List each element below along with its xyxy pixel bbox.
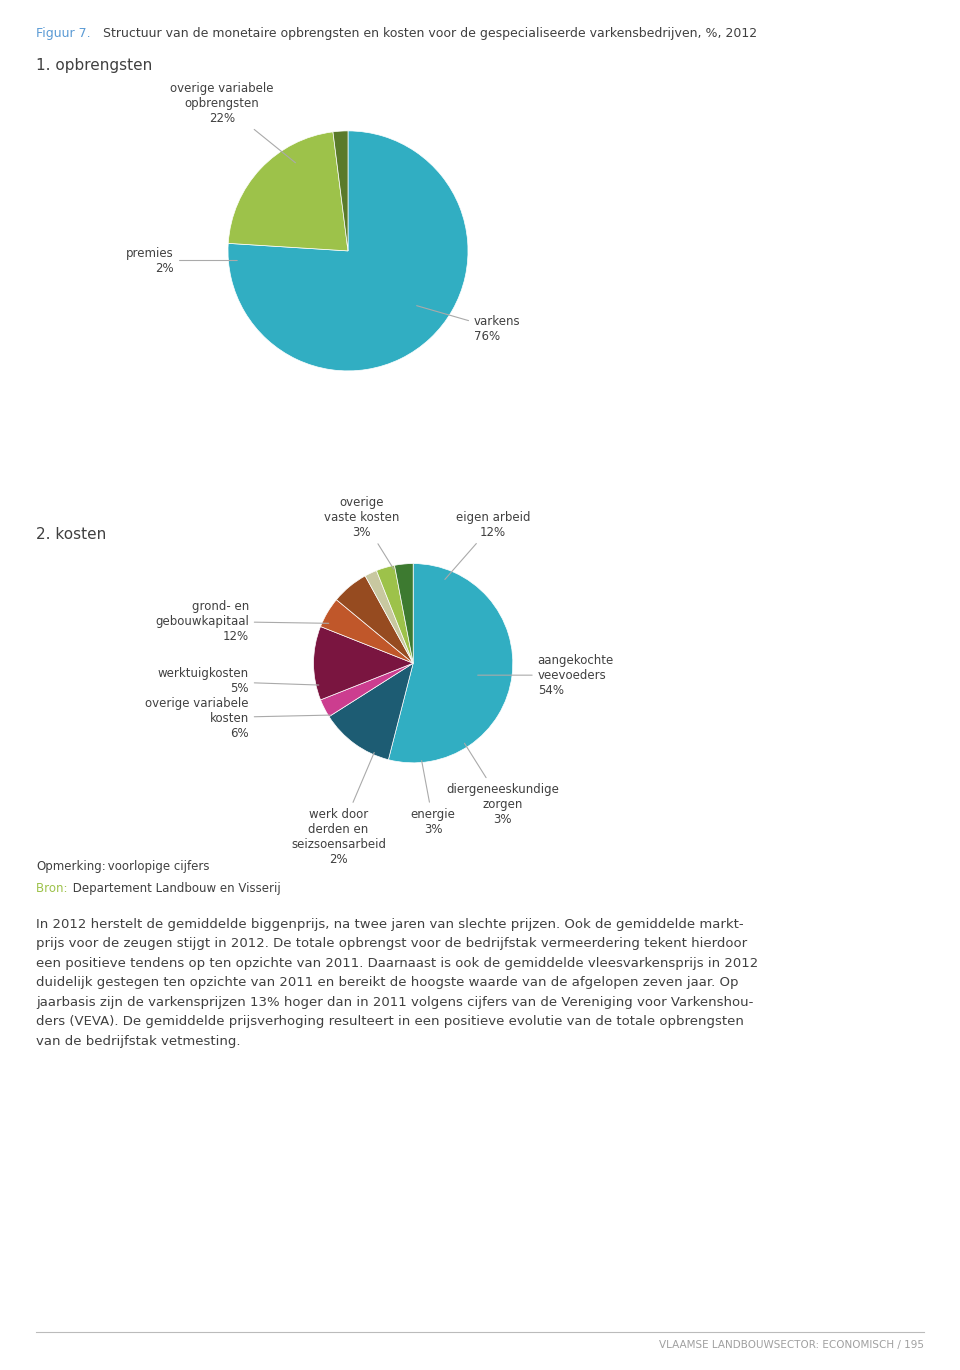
Wedge shape (376, 566, 413, 663)
Text: overige variabele
opbrengsten
22%: overige variabele opbrengsten 22% (170, 82, 296, 163)
Text: overige
vaste kosten
3%: overige vaste kosten 3% (324, 496, 399, 569)
Text: varkens
76%: varkens 76% (417, 306, 520, 342)
Wedge shape (321, 600, 413, 663)
Wedge shape (365, 570, 413, 663)
Wedge shape (314, 626, 413, 700)
Text: Structuur van de monetaire opbrengsten en kosten voor de gespecialiseerde varken: Structuur van de monetaire opbrengsten e… (99, 27, 757, 40)
Wedge shape (389, 563, 513, 763)
Wedge shape (228, 132, 468, 371)
Text: premies
2%: premies 2% (127, 247, 237, 274)
Wedge shape (333, 132, 348, 251)
Text: eigen arbeid
12%: eigen arbeid 12% (444, 511, 530, 580)
Text: Bron:: Bron: (36, 882, 72, 895)
Text: 1. opbrengsten: 1. opbrengsten (36, 58, 153, 73)
Text: overige variabele
kosten
6%: overige variabele kosten 6% (145, 696, 330, 740)
Text: 2. kosten: 2. kosten (36, 527, 107, 543)
Text: voorlopige cijfers: voorlopige cijfers (104, 860, 209, 873)
Wedge shape (321, 663, 413, 717)
Text: Opmerking:: Opmerking: (36, 860, 107, 873)
Wedge shape (395, 563, 413, 663)
Text: werk door
derden en
seizsoensarbeid
2%: werk door derden en seizsoensarbeid 2% (291, 752, 386, 866)
Text: aangekochte
veevoeders
54%: aangekochte veevoeders 54% (478, 653, 614, 697)
Text: In 2012 herstelt de gemiddelde biggenprijs, na twee jaren van slechte prijzen. O: In 2012 herstelt de gemiddelde biggenpri… (36, 918, 758, 1048)
Wedge shape (329, 663, 413, 760)
Text: grond- en
gebouwkapitaal
12%: grond- en gebouwkapitaal 12% (155, 600, 328, 643)
Text: energie
3%: energie 3% (411, 760, 456, 836)
Text: werktuigkosten
5%: werktuigkosten 5% (157, 667, 319, 695)
Text: Figuur 7.: Figuur 7. (36, 27, 91, 40)
Text: VLAAMSE LANDBOUWSECTOR: ECONOMISCH / 195: VLAAMSE LANDBOUWSECTOR: ECONOMISCH / 195 (659, 1340, 924, 1349)
Wedge shape (228, 132, 348, 251)
Wedge shape (336, 575, 413, 663)
Text: diergeneeskundige
zorgen
3%: diergeneeskundige zorgen 3% (446, 744, 560, 826)
Text: Departement Landbouw en Visserij: Departement Landbouw en Visserij (69, 882, 281, 895)
